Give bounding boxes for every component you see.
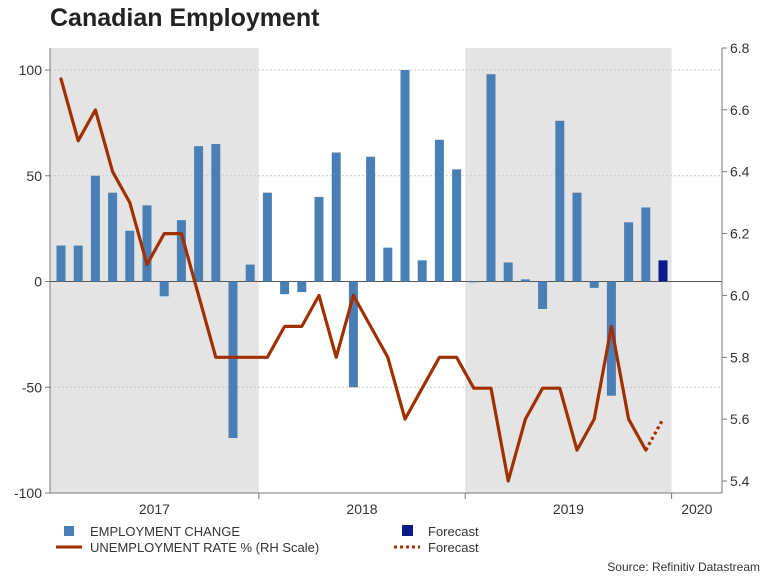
employment-bar [641, 207, 651, 282]
year-label-2020: 2020 [681, 501, 712, 517]
employment-bar [142, 205, 152, 282]
legend-bar-label: EMPLOYMENT CHANGE [90, 524, 240, 539]
employment-bar [486, 74, 496, 282]
right-tick-label: 5.8 [730, 349, 750, 365]
employment-bar [73, 245, 83, 282]
year-label-2018: 2018 [346, 501, 377, 517]
right-tick-label: 6.4 [730, 164, 750, 180]
shade-2017 [50, 48, 259, 493]
employment-bar [297, 281, 307, 293]
year-label-2017: 2017 [139, 501, 170, 517]
employment-bar [606, 281, 616, 396]
employment-bar [176, 220, 186, 282]
legend-line-label: UNEMPLOYMENT RATE % (RH Scale) [90, 540, 319, 555]
employment-bar [503, 262, 513, 282]
left-tick-label: -100 [14, 485, 42, 501]
left-tick-label: 0 [34, 274, 42, 290]
right-tick-label: 6.6 [730, 102, 750, 118]
employment-bar [56, 245, 66, 282]
employment-bar [417, 260, 427, 282]
employment-bar [383, 247, 393, 282]
employment-bar [538, 281, 548, 309]
right-tick-label: 6.8 [730, 40, 750, 56]
employment-bar [108, 192, 118, 282]
left-tick-label: -50 [22, 379, 42, 395]
employment-bar [159, 281, 169, 297]
employment-bar [125, 230, 135, 282]
right-tick-label: 6.0 [730, 287, 750, 303]
employment-bar [331, 152, 341, 282]
right-axis-ticks: 6.8 6.6 6.4 6.2 6.0 5.8 5.6 5.4 [722, 40, 750, 489]
x-axis-years: 2017 2018 2019 2020 [139, 493, 713, 517]
employment-bar [452, 169, 462, 282]
unemployment-line [59, 77, 665, 483]
employment-bar [262, 192, 272, 282]
right-tick-label: 5.4 [730, 473, 750, 489]
employment-bar [348, 281, 358, 388]
year-shading [50, 48, 672, 493]
employment-bar [624, 222, 634, 282]
legend-forecast-line-label: Forecast [428, 540, 479, 555]
employment-bar [211, 144, 221, 282]
employment-bar [589, 281, 599, 288]
legend-bar-swatch [64, 526, 74, 536]
employment-bar [572, 192, 582, 282]
forecast-bar [658, 260, 668, 282]
employment-bar [555, 120, 565, 282]
employment-bar [469, 281, 479, 283]
employment-bars [56, 70, 668, 439]
employment-bar [520, 279, 530, 282]
right-tick-label: 5.6 [730, 411, 750, 427]
left-tick-label: 50 [26, 168, 42, 184]
chart-title: Canadian Employment [50, 4, 320, 32]
shade-2019 [465, 48, 672, 493]
left-axis-ticks: 100 50 0 -50 -100 [14, 62, 50, 501]
employment-bar [228, 281, 238, 439]
employment-bar [314, 196, 324, 282]
employment-bar [366, 156, 376, 282]
employment-bar [400, 70, 410, 282]
legend-forecast-bar-label: Forecast [428, 524, 479, 539]
employment-bar [194, 146, 204, 282]
source-note: Source: Refinitiv Datastream [607, 560, 760, 574]
right-tick-label: 6.2 [730, 226, 750, 242]
unemployment-rate-line [59, 77, 648, 483]
legend-forecast-bar-swatch [402, 525, 413, 536]
employment-bar [90, 175, 100, 282]
year-label-2019: 2019 [553, 501, 584, 517]
left-tick-label: 100 [19, 62, 43, 78]
employment-bar [280, 281, 290, 295]
employment-bar [434, 139, 444, 282]
employment-bar [245, 264, 255, 282]
